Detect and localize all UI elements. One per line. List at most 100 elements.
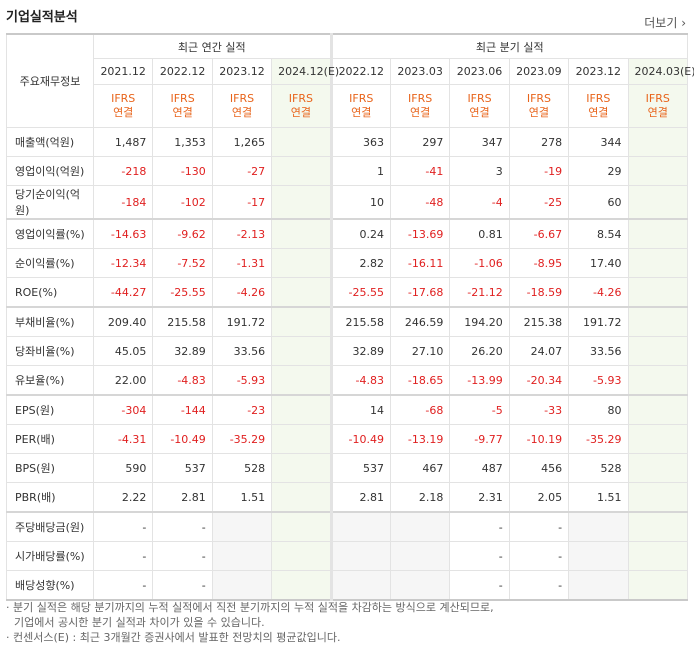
empty-cell (389, 570, 451, 601)
cell: 17.40 (568, 248, 629, 278)
cell: 45.05 (92, 336, 154, 366)
period-header: 2024.03(E) (627, 58, 694, 85)
cell: 215.38 (508, 306, 570, 337)
note-text: 기업에서 공시한 분기 실적과 차이가 있을 수 있습니다. (14, 616, 265, 629)
cell: -4 (449, 185, 510, 220)
cell: 528 (568, 453, 629, 483)
period-header: 2022.12 (329, 58, 391, 85)
row-label: 당기순이익(억원) (6, 185, 94, 220)
empty-cell (271, 453, 332, 483)
cell: -5 (449, 394, 510, 425)
basis: 연결 (469, 106, 490, 119)
header-row: 주요재무정보 최근 연간 실적 최근 분기 실적 (6, 33, 689, 128)
period-header: 2021.12 (92, 58, 154, 85)
bullet: · (6, 601, 13, 614)
header-row: 2021.12 2022.12 2023.12 2024.12(E) 2022.12 20… (7, 58, 694, 85)
basis: 연결 (410, 106, 431, 119)
empty-cell (627, 248, 689, 278)
cell: 0.81 (449, 218, 510, 249)
empty-cell (627, 156, 689, 186)
cell: 487 (449, 453, 510, 483)
cell: - (508, 541, 570, 571)
cell: -12.34 (92, 248, 154, 278)
cell: 33.56 (568, 336, 629, 366)
basis: 연결 (528, 106, 550, 119)
note-line: · 분기 실적은 해당 분기까지의 누적 실적에서 직전 분기까지의 누적 실적… (6, 600, 494, 615)
cell: 8.54 (568, 218, 629, 249)
cell: 1,265 (211, 127, 273, 157)
empty-cell (271, 185, 332, 220)
empty-cell (627, 306, 689, 337)
cell: 1.51 (211, 482, 273, 513)
cell: -17 (211, 185, 273, 220)
empty-cell (329, 511, 391, 542)
row-header: 주요재무정보 (6, 33, 94, 128)
cell: -4.26 (568, 277, 629, 308)
empty-cell (627, 511, 689, 542)
standard: IFRS (586, 92, 611, 105)
cell: - (152, 570, 213, 601)
row-label: PER(배) (6, 424, 94, 454)
period-header: 2023.06 (449, 58, 510, 85)
cell: 215.58 (329, 306, 391, 337)
standard: IFRS (408, 92, 433, 105)
cell: 1,487 (92, 127, 154, 157)
cell: -10.49 (329, 424, 391, 454)
cell: -2.13 (211, 218, 273, 249)
cell: 26.20 (449, 336, 510, 366)
cell: 246.59 (389, 306, 451, 337)
empty-cell (271, 336, 332, 366)
basis: 연결 (588, 106, 609, 119)
empty-cell (271, 127, 332, 157)
cell: -27 (211, 156, 273, 186)
cell: -13.19 (389, 424, 451, 454)
note-text: 분기 실적은 해당 분기까지의 누적 실적에서 직전 분기까지의 누적 실적을 … (13, 601, 494, 614)
empty-cell (271, 277, 332, 308)
row-label: 순이익률(%) (6, 248, 94, 278)
cell: 209.40 (92, 306, 154, 337)
empty-cell (389, 511, 451, 542)
cell: - (92, 541, 154, 571)
cell: -16.11 (389, 248, 451, 278)
bullet: · (6, 631, 13, 644)
standard: IFRS (288, 92, 313, 105)
cell: -20.34 (508, 365, 570, 396)
notes: · 분기 실적은 해당 분기까지의 누적 실적에서 직전 분기까지의 누적 실적… (6, 600, 494, 645)
standard-header: IFRS 연결 (449, 84, 510, 128)
cell: -25.55 (152, 277, 213, 308)
period-header: 2023.12 (211, 58, 273, 85)
cell: 537 (152, 453, 213, 483)
cell: 347 (449, 127, 510, 157)
cell: -1.31 (211, 248, 273, 278)
standard-header: IFRS 연결 (92, 84, 154, 128)
data-row: 매출액(억원) 1,487 1,353 1,265 363 297 347 278 344 (6, 127, 689, 157)
more-link[interactable]: 더보기 (644, 14, 686, 31)
empty-cell (271, 218, 332, 249)
cell: 10 (329, 185, 391, 220)
empty-cell (627, 277, 689, 308)
cell: - (449, 511, 510, 542)
cell: 0.24 (329, 218, 391, 249)
standard: IFRS (467, 92, 492, 105)
cell: 456 (508, 453, 570, 483)
cell: -33 (508, 394, 570, 425)
cell: -4.31 (92, 424, 154, 454)
row-label: 매출액(억원) (6, 127, 94, 157)
note-line: · 컨센서스(E) : 최근 3개월간 증권사에서 발표한 전망치의 평균값입니… (6, 630, 494, 645)
empty-cell (627, 218, 689, 249)
period-header: 2024.12(E) (271, 58, 339, 85)
empty-cell (271, 424, 332, 454)
row-label: 시가배당률(%) (6, 541, 94, 571)
cell: 33.56 (211, 336, 273, 366)
cell: 528 (211, 453, 273, 483)
data-row: ROE(%) -44.27 -25.55 -4.26 -25.55 -17.68 -21.1… (6, 277, 689, 308)
cell: -304 (92, 394, 154, 425)
cell: -5.93 (211, 365, 273, 396)
empty-cell (271, 570, 332, 601)
empty-cell (329, 570, 391, 601)
data-row: 부채비율(%) 209.40 215.58 191.72 215.58 246.59 194… (6, 306, 689, 337)
cell: -10.49 (152, 424, 213, 454)
period-header: 2023.12 (568, 58, 629, 85)
cell: -68 (389, 394, 451, 425)
